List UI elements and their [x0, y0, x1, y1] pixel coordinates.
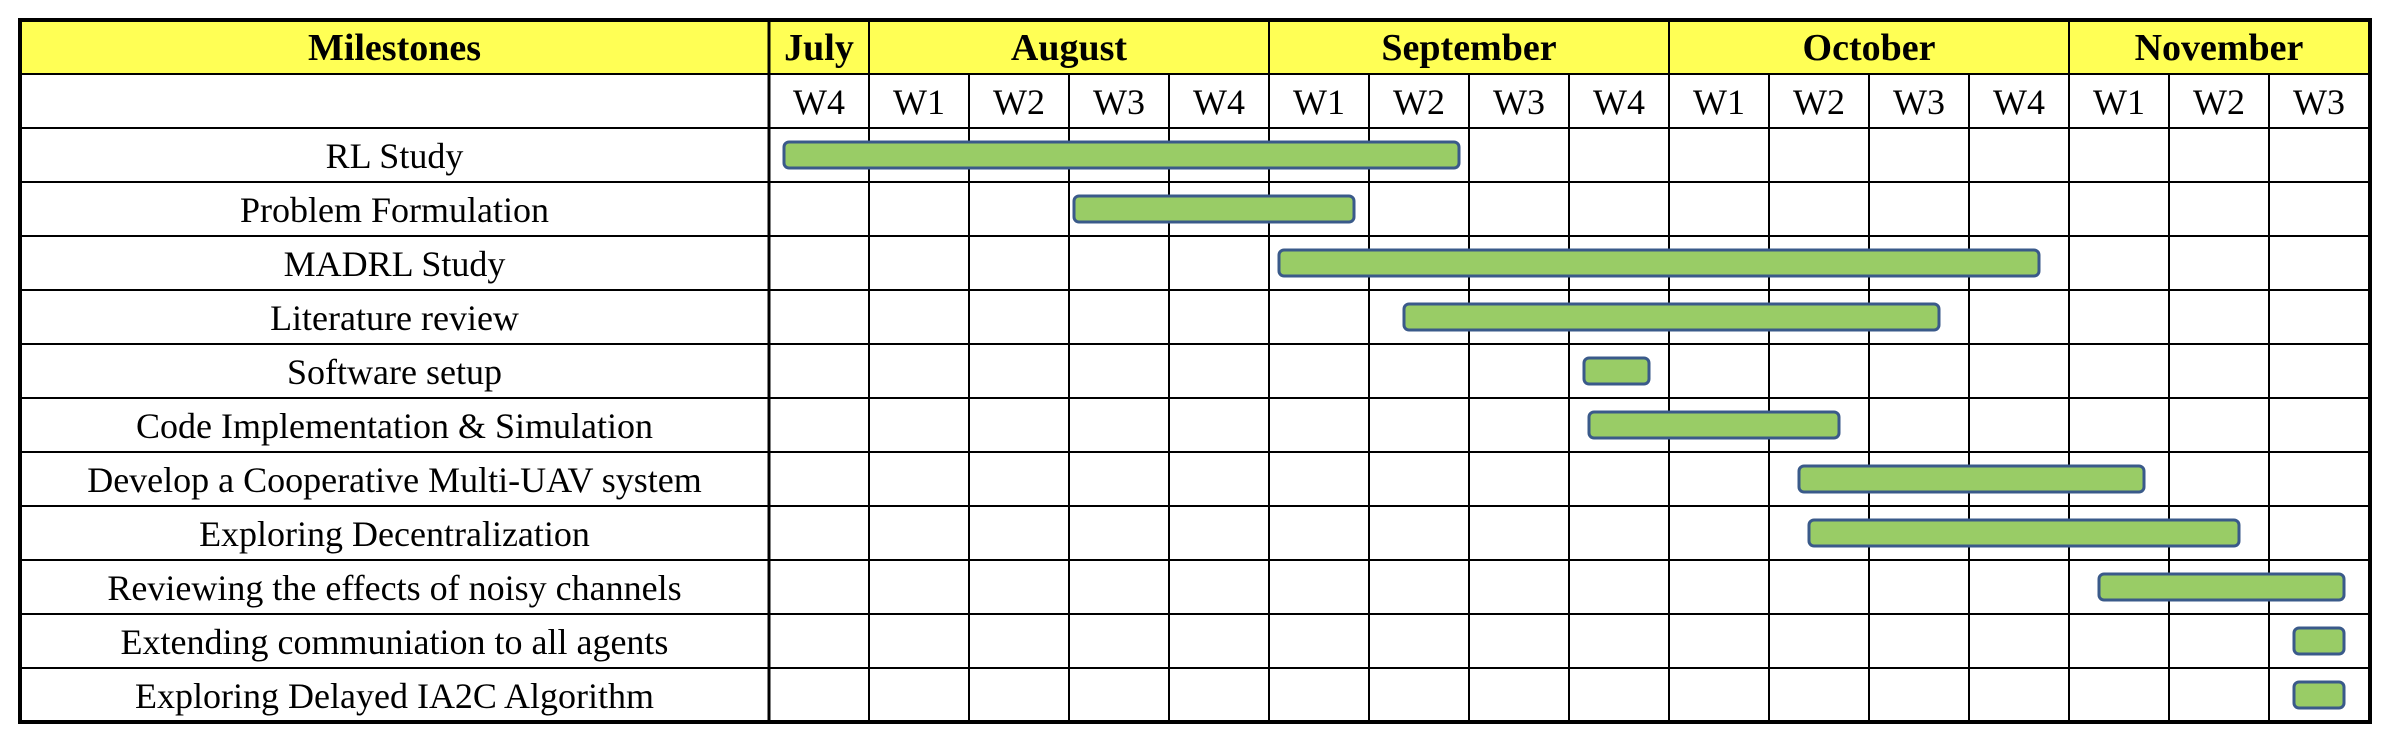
milestone-bar — [1797, 464, 2146, 494]
milestone-bar — [1277, 248, 2041, 278]
milestone-label: MADRL Study — [284, 244, 506, 284]
milestone-label: Exploring Delayed IA2C Algorithm — [135, 676, 654, 716]
week-header: W3 — [2293, 82, 2345, 122]
header-band — [20, 20, 2370, 74]
milestone-label: Software setup — [287, 352, 502, 392]
month-header: October — [1803, 27, 1936, 69]
week-header: W1 — [2093, 82, 2145, 122]
week-header: W4 — [793, 82, 845, 122]
week-header: W1 — [893, 82, 945, 122]
week-header: W3 — [1493, 82, 1545, 122]
week-header: W2 — [993, 82, 1045, 122]
month-header: November — [2135, 27, 2304, 69]
week-header: W3 — [1093, 82, 1145, 122]
milestone-bar — [1402, 302, 1941, 332]
table-border — [18, 18, 2372, 724]
milestone-label: RL Study — [326, 136, 464, 176]
milestone-bar — [1587, 410, 1841, 440]
month-header: July — [784, 27, 854, 69]
milestone-bar — [1582, 356, 1651, 386]
milestone-bar — [2097, 572, 2346, 602]
milestone-bar — [2292, 626, 2346, 656]
milestones-header: Milestones — [308, 27, 481, 69]
milestone-bar — [782, 140, 1461, 170]
week-header: W4 — [1993, 82, 2045, 122]
milestone-bar — [1072, 194, 1356, 224]
week-header: W3 — [1893, 82, 1945, 122]
milestone-label: Reviewing the effects of noisy channels — [107, 568, 681, 608]
milestone-label: Develop a Cooperative Multi-UAV system — [87, 460, 702, 500]
milestone-bar — [2292, 680, 2346, 710]
week-header: W4 — [1593, 82, 1645, 122]
month-header: August — [1011, 27, 1127, 69]
week-header: W2 — [2193, 82, 2245, 122]
milestone-label: Code Implementation & Simulation — [136, 406, 653, 446]
week-header: W2 — [1793, 82, 1845, 122]
month-header: September — [1381, 27, 1556, 69]
milestone-label: Literature review — [270, 298, 519, 338]
milestone-label: Extending communiation to all agents — [121, 622, 669, 662]
milestone-label: Exploring Decentralization — [199, 514, 590, 554]
week-header: W2 — [1393, 82, 1445, 122]
milestone-label: Problem Formulation — [240, 190, 549, 230]
milestone-bar — [1807, 518, 2241, 548]
week-header: W1 — [1293, 82, 1345, 122]
week-header: W1 — [1693, 82, 1745, 122]
week-header: W4 — [1193, 82, 1245, 122]
